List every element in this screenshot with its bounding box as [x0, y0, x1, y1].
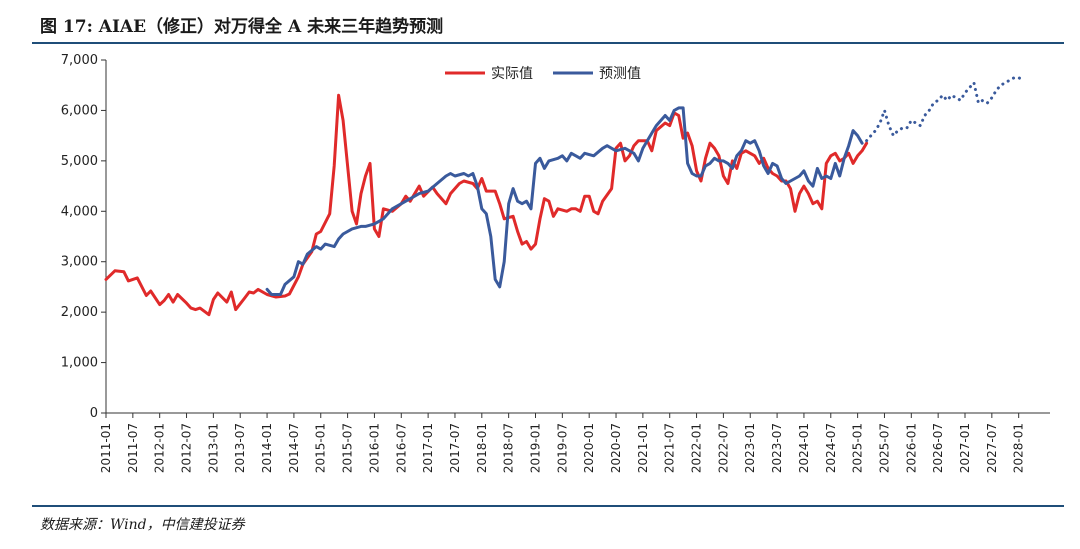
x-tick-label: 2016-07	[394, 423, 408, 473]
x-tick-label: 2015-01	[314, 423, 328, 473]
y-tick-label: 2,000	[61, 305, 98, 320]
x-tick-label: 2018-01	[475, 423, 489, 473]
x-tick-label: 2026-07	[931, 423, 945, 473]
x-tick-label: 2024-01	[797, 423, 811, 473]
x-tick-label: 2021-07	[663, 423, 677, 473]
x-tick-label: 2017-07	[448, 423, 462, 473]
x-tick-label: 2019-01	[528, 423, 542, 473]
x-tick-label: 2023-01	[743, 423, 757, 473]
y-tick-label: 3,000	[61, 255, 98, 270]
x-tick-label: 2014-07	[287, 423, 301, 473]
legend-label: 预测值	[599, 66, 641, 82]
x-tick-label: 2021-01	[636, 423, 650, 473]
x-tick-label: 2013-01	[206, 423, 220, 473]
y-tick-label: 5,000	[61, 154, 98, 169]
x-tick-label: 2015-07	[341, 423, 355, 473]
x-tick-label: 2019-07	[555, 423, 569, 473]
y-tick-label: 7,000	[61, 53, 98, 68]
x-tick-label: 2011-07	[126, 423, 140, 473]
x-tick-label: 2011-01	[99, 423, 113, 473]
actual-series-line	[104, 93, 869, 317]
bottom-rule	[32, 505, 1064, 507]
x-tick-label: 2017-01	[421, 423, 435, 473]
x-tick-label: 2014-01	[260, 423, 274, 473]
x-tick-label: 2018-07	[502, 423, 516, 473]
x-tick-label: 2020-01	[582, 423, 596, 473]
x-tick-label: 2025-07	[877, 423, 891, 473]
y-tick-label: 6,000	[61, 103, 98, 118]
source-note: 数据来源：Wind，中信建投证券	[40, 517, 245, 533]
y-tick-label: 0	[90, 406, 98, 421]
figure-title: 图 17: AIAE（修正）对万得全 A 未来三年趋势预测	[40, 17, 444, 37]
x-tick-label: 2027-07	[985, 423, 999, 473]
x-tick-label: 2016-01	[367, 423, 381, 473]
x-tick-label: 2012-01	[153, 423, 167, 473]
x-tick-label: 2024-07	[824, 423, 838, 473]
y-tick-label: 1,000	[61, 356, 98, 371]
forecast-dotted-series-line	[865, 76, 1025, 143]
y-tick-label: 4,000	[61, 204, 98, 219]
x-tick-label: 2022-01	[690, 423, 704, 473]
x-tick-label: 2026-01	[904, 423, 918, 473]
forecast-series-line	[265, 106, 864, 296]
x-tick-label: 2022-07	[716, 423, 730, 473]
x-tick-label: 2020-07	[609, 423, 623, 473]
x-tick-label: 2027-01	[958, 423, 972, 473]
legend-label: 实际值	[491, 66, 533, 82]
x-tick-label: 2028-01	[1012, 423, 1026, 473]
x-tick-label: 2025-01	[851, 423, 865, 473]
x-tick-label: 2013-07	[233, 423, 247, 473]
top-rule	[32, 42, 1064, 44]
x-tick-label: 2012-07	[180, 423, 194, 473]
x-tick-label: 2023-07	[770, 423, 784, 473]
